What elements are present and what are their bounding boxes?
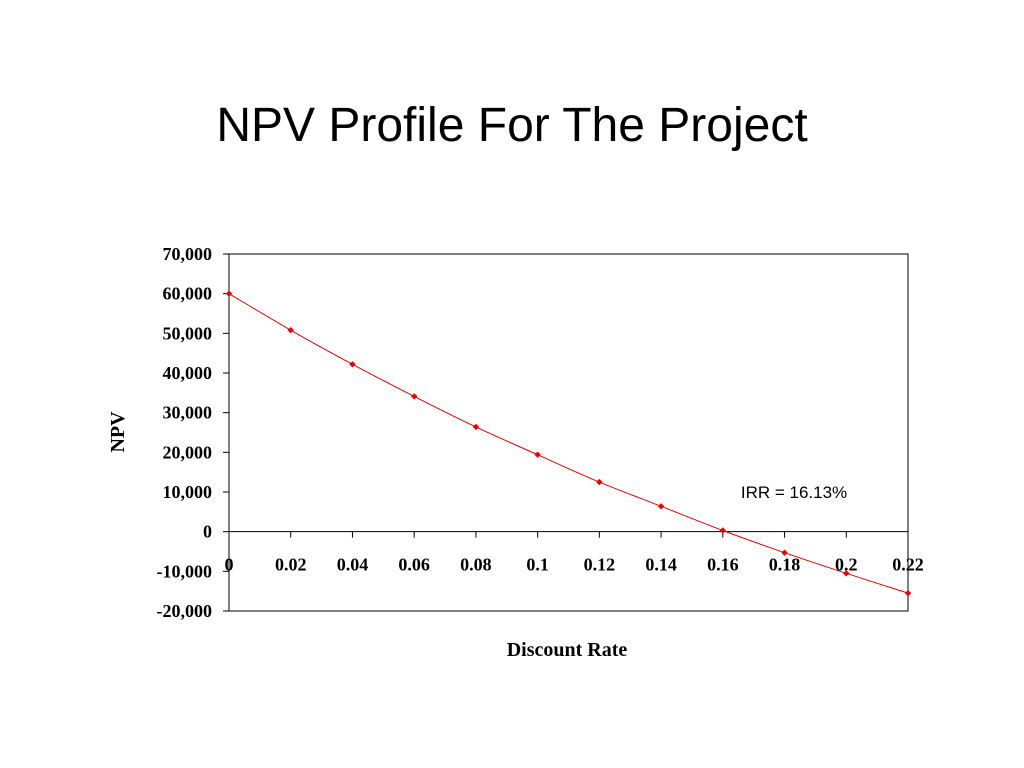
x-tick-label: 0.18 xyxy=(769,555,801,575)
x-tick-label: 0.14 xyxy=(645,555,677,575)
y-tick-label: 10,000 xyxy=(163,482,213,502)
data-point xyxy=(596,478,603,486)
x-axis-title: Discount Rate xyxy=(507,639,628,661)
data-point xyxy=(843,570,850,577)
data-point xyxy=(472,423,480,431)
irr-annotation: IRR = 16.13% xyxy=(741,483,847,502)
x-axis: 0 0.02 0.04 0.06 0.08 0.1 0.12 0.14 0.16 0.18 0.2 0… xyxy=(225,531,924,575)
data-point xyxy=(225,290,233,297)
data-point xyxy=(534,451,541,458)
y-tick-label: 60,000 xyxy=(163,284,213,304)
y-axis: 70,000 60,000 50,000 40,000 30,000 20,000 10,0… xyxy=(157,244,229,621)
data-point xyxy=(657,503,665,510)
data-point xyxy=(287,326,294,334)
data-point xyxy=(781,549,788,556)
x-tick-label: 0.08 xyxy=(460,555,492,575)
data-point xyxy=(719,527,727,534)
x-tick-label: 0.02 xyxy=(275,555,307,575)
y-tick-label: -10,000 xyxy=(157,561,213,581)
x-tick-label: 0.1 xyxy=(526,555,549,575)
y-tick-label: -20,000 xyxy=(157,601,213,621)
x-tick-label: 0.04 xyxy=(337,555,369,575)
data-point xyxy=(410,393,418,400)
x-tick-label: 0.22 xyxy=(892,555,924,575)
data-point xyxy=(904,589,912,597)
y-tick-label: 70,000 xyxy=(163,244,213,264)
y-axis-title: NPV xyxy=(107,411,129,453)
x-tick-label: 0 xyxy=(225,555,234,575)
x-tick-label: 0.06 xyxy=(398,555,430,575)
npv-series-points xyxy=(225,290,912,597)
npv-series-line xyxy=(228,293,909,594)
y-tick-label: 40,000 xyxy=(163,363,213,383)
x-tick-label: 0.12 xyxy=(584,555,616,575)
y-tick-label: 30,000 xyxy=(163,403,213,423)
y-tick-label: 0 xyxy=(203,522,212,542)
slide-title: NPV Profile For The Project xyxy=(216,99,808,152)
data-point xyxy=(349,361,356,368)
x-tick-label: 0.16 xyxy=(707,555,739,575)
x-tick-label: 0.2 xyxy=(835,555,858,575)
y-tick-label: 50,000 xyxy=(163,323,213,343)
y-tick-label: 20,000 xyxy=(163,442,213,462)
plot-area xyxy=(228,253,909,612)
